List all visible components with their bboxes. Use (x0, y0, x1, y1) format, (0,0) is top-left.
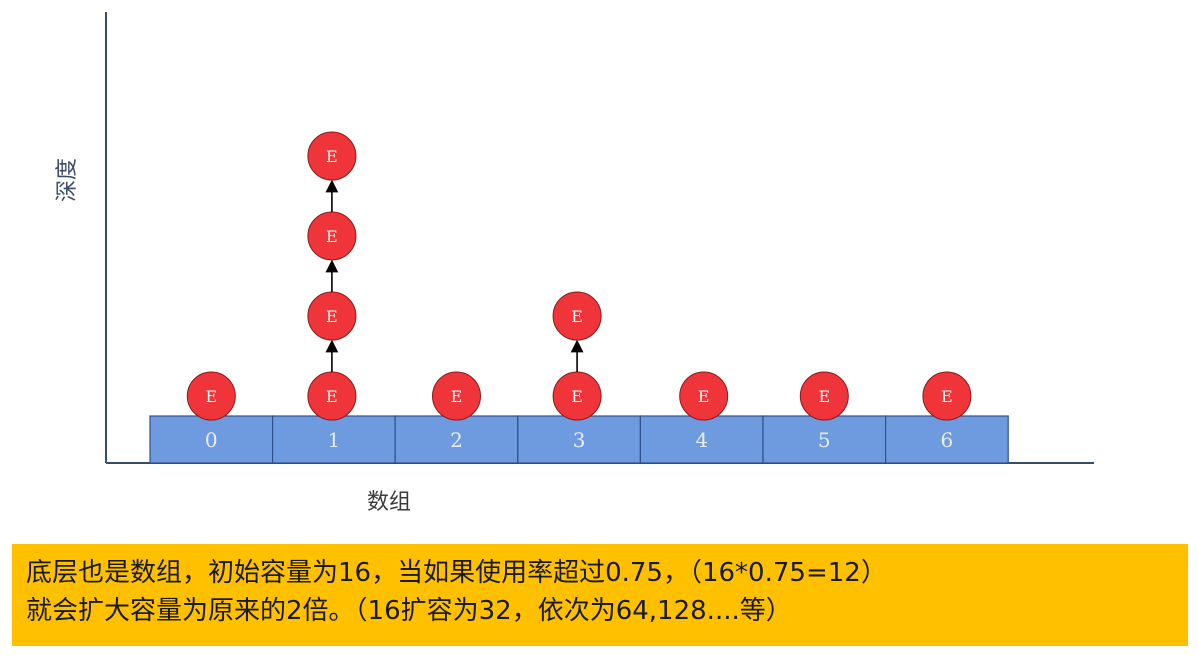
bucket-index-label: 2 (450, 428, 463, 452)
caption-box: 底层也是数组，初始容量为16，当如果使用率超过0.75，（16*0.75=12）… (12, 544, 1188, 646)
entry-node-label: E (698, 387, 710, 406)
bucket-cell (149, 415, 274, 464)
entry-node-label: E (326, 307, 338, 326)
entry-node (307, 131, 357, 181)
entry-node-label: E (451, 387, 463, 406)
hash-bucket-diagram: 深度 数组 0 1 2 3 4 5 6 E E E E E E E E E E E (55, 12, 1094, 515)
entry-node (432, 371, 481, 421)
bucket-index-label: 3 (573, 428, 586, 452)
entry-node (552, 291, 602, 341)
entry-node-label: E (818, 387, 830, 406)
entry-node (922, 371, 972, 421)
y-axis-label: 深度 (55, 158, 80, 202)
bucket-cell (517, 415, 641, 464)
entry-node-label: E (326, 227, 338, 246)
bucket-cell (884, 415, 1009, 464)
bucket-index-label: 0 (205, 428, 218, 452)
entry-node-label: E (326, 387, 338, 406)
bucket-index-label: 1 (328, 428, 341, 452)
bucket-cell (762, 415, 887, 464)
bucket-index-label: 5 (818, 428, 831, 452)
entry-node (799, 371, 849, 421)
caption-line-2: 就会扩大容量为原来的2倍。（16扩容为32，依次为64,128....等） (26, 596, 792, 626)
bucket-chains: E E E E E E E E E E E (186, 131, 972, 421)
bucket-index-label: 4 (695, 428, 708, 452)
entry-node (186, 371, 236, 421)
bucket-index-label: 6 (941, 428, 954, 452)
entry-node-label: E (571, 307, 583, 326)
entry-node (679, 371, 729, 421)
bucket-array: 0 1 2 3 4 5 6 (149, 415, 1009, 464)
caption-line-1: 底层也是数组，初始容量为16，当如果使用率超过0.75，（16*0.75=12） (26, 558, 887, 588)
entry-node-label: E (571, 387, 583, 406)
entry-node-label: E (326, 147, 338, 166)
bucket-cell (394, 415, 519, 464)
x-axis-label: 数组 (367, 490, 411, 515)
entry-node-label: E (205, 387, 217, 406)
entry-node-label: E (941, 387, 953, 406)
